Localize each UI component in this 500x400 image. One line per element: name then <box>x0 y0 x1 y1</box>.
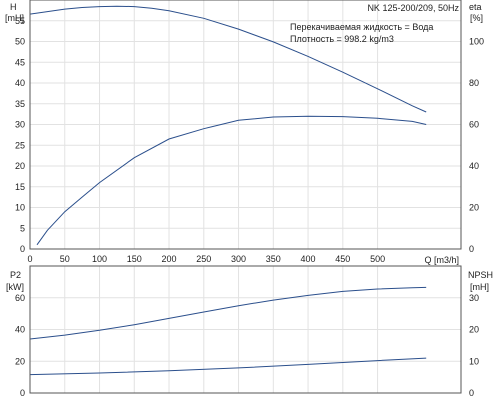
power-axis-ticks: 0 20 40 60 <box>15 293 25 398</box>
x-tick-label: 450 <box>335 254 350 264</box>
npsh-curve <box>29 357 427 376</box>
power-npsh-panel: 0 20 40 60 0 10 20 30 P2 [kW] NPSH [mH] <box>6 265 493 398</box>
x-tick-label: 100 <box>92 254 107 264</box>
flow-axis-label: Q [m3/h] <box>424 255 459 265</box>
x-tick-label: 250 <box>196 254 211 264</box>
head-tick-label: 25 <box>15 140 25 150</box>
power-axis-unit: [kW] <box>6 282 24 292</box>
x-tick-label: 0 <box>27 254 32 264</box>
power-axis-label: P2 <box>10 270 21 280</box>
head-tick-label: 20 <box>15 161 25 171</box>
top-plot-frame <box>29 0 462 250</box>
efficiency-tick-label: 40 <box>469 161 479 171</box>
x-tick-label: 300 <box>231 254 246 264</box>
bottom-plot-frame <box>29 265 462 394</box>
efficiency-axis-label: eta <box>469 2 482 12</box>
x-tick-label: 350 <box>266 254 281 264</box>
npsh-tick-label: 20 <box>469 325 479 335</box>
head-tick-label: 10 <box>15 203 25 213</box>
efficiency-axis-unit: [%] <box>470 13 483 23</box>
head-tick-label: 45 <box>15 57 25 67</box>
efficiency-tick-label: 0 <box>469 244 474 254</box>
head-curve <box>29 5 427 113</box>
npsh-tick-label: 10 <box>469 356 479 366</box>
power-tick-label: 40 <box>15 325 25 335</box>
x-tick-label: 150 <box>127 254 142 264</box>
efficiency-tick-label: 80 <box>469 78 479 88</box>
head-tick-label: 0 <box>20 244 25 254</box>
head-efficiency-panel: 0 5 10 15 20 25 30 35 40 45 50 55 0 20 40 60 80 100 0 50 1… <box>5 0 484 265</box>
head-axis-unit: [mH] <box>5 13 24 23</box>
efficiency-tick-label: 100 <box>469 37 484 47</box>
npsh-tick-label: 30 <box>469 293 479 303</box>
npsh-tick-label: 0 <box>469 388 474 398</box>
head-tick-label: 30 <box>15 120 25 130</box>
head-tick-label: 5 <box>20 223 25 233</box>
power-tick-label: 0 <box>20 388 25 398</box>
fluid-annotation: Перекачиваемая жидкость = Вода <box>290 22 433 32</box>
x-tick-label: 200 <box>162 254 177 264</box>
top-series <box>29 5 427 246</box>
head-tick-label: 35 <box>15 99 25 109</box>
head-tick-label: 15 <box>15 182 25 192</box>
x-tick-label: 50 <box>60 254 70 264</box>
power-curve <box>29 286 427 340</box>
x-tick-label: 400 <box>301 254 316 264</box>
power-tick-label: 20 <box>15 356 25 366</box>
x-tick-label: 500 <box>370 254 385 264</box>
npsh-axis-label: NPSH <box>468 270 493 280</box>
efficiency-tick-label: 60 <box>469 120 479 130</box>
efficiency-axis-ticks: 0 20 40 60 80 100 <box>469 37 484 255</box>
efficiency-curve <box>36 115 427 246</box>
efficiency-tick-label: 20 <box>469 203 479 213</box>
chart-title: NK 125-200/209, 50Hz <box>367 3 459 13</box>
npsh-axis-unit: [mH] <box>470 282 489 292</box>
npsh-axis-ticks: 0 10 20 30 <box>469 293 479 398</box>
bottom-series <box>29 286 427 376</box>
head-tick-label: 40 <box>15 78 25 88</box>
head-axis-label: H <box>10 2 17 12</box>
head-tick-label: 55 <box>15 16 25 26</box>
power-tick-label: 60 <box>15 293 25 303</box>
head-tick-label: 50 <box>15 37 25 47</box>
flow-axis-ticks: 0 50 100 150 200 250 300 350 400 450 500 <box>27 254 385 264</box>
head-axis-ticks: 0 5 10 15 20 25 30 35 40 45 50 55 <box>15 16 25 254</box>
density-annotation: Плотность = 998.2 kg/m3 <box>290 34 394 44</box>
